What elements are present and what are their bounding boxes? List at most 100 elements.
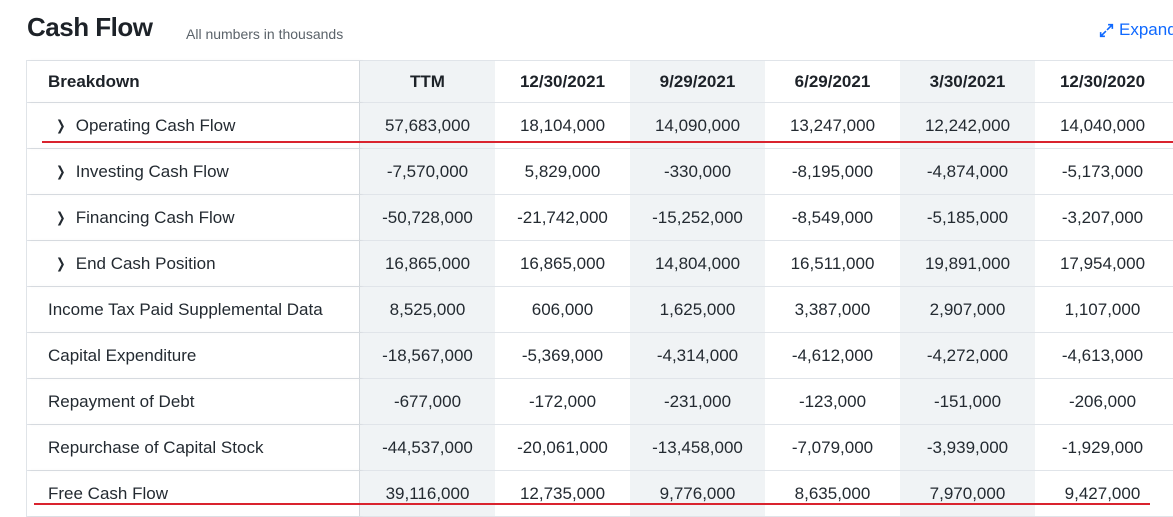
table-row: Income Tax Paid Supplemental Data 8,525,0… (27, 287, 1173, 333)
table-row: ❯ Financing Cash Flow -50,728,000 -21,742,0… (27, 195, 1173, 241)
cash-flow-table: Breakdown TTM 12/30/2021 9/29/2021 6/29/… (26, 60, 1173, 517)
column-header: 3/30/2021 (900, 61, 1035, 102)
value-cell: 7,970,000 (900, 471, 1035, 516)
row-label: Financing Cash Flow (75, 207, 235, 227)
row-label: Capital Expenditure (48, 345, 197, 365)
value-cell: -21,742,000 (517, 207, 608, 227)
value-cell: -20,061,000 (517, 437, 608, 457)
table-header-row: Breakdown TTM 12/30/2021 9/29/2021 6/29/… (27, 61, 1173, 103)
value-cell: -5,173,000 (1061, 161, 1144, 181)
table-row: Repurchase of Capital Stock -44,537,000 -2… (27, 425, 1173, 471)
row-expand-button[interactable]: ❯ Operating Cash Flow (48, 116, 235, 136)
value-cell: 1,107,000 (1064, 299, 1141, 319)
column-header: TTM (360, 61, 495, 102)
value-cell: 13,247,000 (789, 115, 876, 135)
row-label: Repurchase of Capital Stock (48, 437, 264, 457)
value-cell: -44,537,000 (360, 425, 495, 470)
value-cell: -151,000 (900, 379, 1035, 424)
value-cell: 18,104,000 (519, 115, 606, 135)
value-cell: -677,000 (360, 379, 495, 424)
value-cell: -123,000 (798, 391, 867, 411)
value-cell: -206,000 (1068, 391, 1137, 411)
expand-arrows-icon (1099, 23, 1114, 37)
row-expand-button[interactable]: ❯ Financing Cash Flow (48, 208, 234, 228)
table-row: ❯ Operating Cash Flow 57,683,000 18,104,000… (27, 103, 1173, 149)
value-cell: 9,776,000 (630, 471, 765, 516)
table-row: ❯ Investing Cash Flow -7,570,000 5,829,000 -… (27, 149, 1173, 195)
row-label-cell[interactable]: ❯ Investing Cash Flow (27, 149, 360, 194)
value-cell: 16,865,000 (519, 253, 606, 273)
row-label: Repayment of Debt (48, 391, 195, 411)
highlight-underline-free-cash-flow (34, 503, 1150, 505)
row-label-cell: Free Cash Flow (27, 471, 360, 516)
value-cell: -7,079,000 (791, 437, 874, 457)
value-cell: 606,000 (531, 299, 594, 319)
table-row: Capital Expenditure -18,567,000 -5,369,000… (27, 333, 1173, 379)
breakdown-header: Breakdown (27, 61, 360, 102)
value-cell: -172,000 (528, 391, 597, 411)
value-cell: 14,090,000 (630, 103, 765, 148)
value-cell: -4,272,000 (900, 333, 1035, 378)
column-header: 9/29/2021 (630, 61, 765, 102)
value-cell: 14,040,000 (1059, 115, 1146, 135)
value-cell: 5,829,000 (524, 161, 601, 181)
value-cell: -3,207,000 (1061, 207, 1144, 227)
chevron-right-icon: ❯ (56, 163, 66, 179)
value-cell: -4,612,000 (791, 345, 874, 365)
value-cell: -231,000 (630, 379, 765, 424)
value-cell: -50,728,000 (360, 195, 495, 240)
table-body: ❯ Operating Cash Flow 57,683,000 18,104,000… (27, 103, 1173, 517)
value-cell: -18,567,000 (360, 333, 495, 378)
row-label-cell[interactable]: ❯ End Cash Position (27, 241, 360, 286)
expand-label: Expand (1119, 20, 1173, 39)
chevron-right-icon: ❯ (56, 117, 66, 133)
row-label-cell: Repayment of Debt (27, 379, 360, 424)
table-row: Free Cash Flow 39,116,000 12,735,000 9,776,… (27, 471, 1173, 517)
value-cell: 16,511,000 (790, 253, 875, 273)
row-label: End Cash Position (75, 253, 216, 273)
row-expand-button[interactable]: ❯ End Cash Position (48, 253, 216, 274)
value-cell: 12,242,000 (900, 103, 1035, 148)
column-header: 12/30/2021 (519, 71, 606, 91)
value-cell: -5,185,000 (900, 195, 1035, 240)
value-cell: 57,683,000 (360, 103, 495, 148)
value-cell: 8,635,000 (794, 483, 871, 503)
value-cell: 9,427,000 (1064, 483, 1141, 503)
value-cell: -13,458,000 (630, 425, 765, 470)
row-label-cell: Income Tax Paid Supplemental Data (27, 287, 360, 332)
row-label: Free Cash Flow (48, 483, 168, 503)
column-header: 6/29/2021 (794, 71, 871, 91)
value-cell: 39,116,000 (360, 471, 495, 516)
value-cell: 1,625,000 (630, 287, 765, 332)
table-row: Repayment of Debt -677,000 -172,000 -231,00… (27, 379, 1173, 425)
row-label: Income Tax Paid Supplemental Data (48, 299, 323, 319)
units-note: All numbers in thousands (186, 26, 344, 42)
value-cell: -4,613,000 (1061, 345, 1144, 365)
value-cell: 19,891,000 (900, 241, 1035, 286)
value-cell: -330,000 (630, 149, 765, 194)
value-cell: -4,874,000 (900, 149, 1035, 194)
value-cell: -4,314,000 (630, 333, 765, 378)
row-expand-button[interactable]: ❯ Investing Cash Flow (48, 162, 229, 182)
chevron-right-icon: ❯ (56, 255, 66, 271)
value-cell: -7,570,000 (360, 149, 495, 194)
row-label-cell[interactable]: ❯ Financing Cash Flow (27, 195, 360, 240)
column-header: 12/30/2020 (1059, 71, 1146, 91)
value-cell: -5,369,000 (521, 345, 604, 365)
chevron-right-icon: ❯ (56, 209, 66, 225)
value-cell: 8,525,000 (360, 287, 495, 332)
value-cell: -8,549,000 (791, 207, 874, 227)
expand-button[interactable]: Expand (1098, 20, 1173, 40)
row-label: Operating Cash Flow (75, 115, 236, 135)
value-cell: 2,907,000 (900, 287, 1035, 332)
value-cell: -1,929,000 (1061, 437, 1144, 457)
page-title: Cash Flow (27, 12, 153, 42)
row-label-cell[interactable]: ❯ Operating Cash Flow (27, 103, 360, 148)
value-cell: -8,195,000 (791, 161, 874, 181)
row-label-cell: Repurchase of Capital Stock (27, 425, 360, 470)
row-label: Investing Cash Flow (75, 161, 229, 181)
highlight-underline-operating-cash-flow (42, 141, 1173, 143)
value-cell: -3,939,000 (900, 425, 1035, 470)
value-cell: 3,387,000 (794, 299, 871, 319)
value-cell: 14,804,000 (630, 241, 765, 286)
